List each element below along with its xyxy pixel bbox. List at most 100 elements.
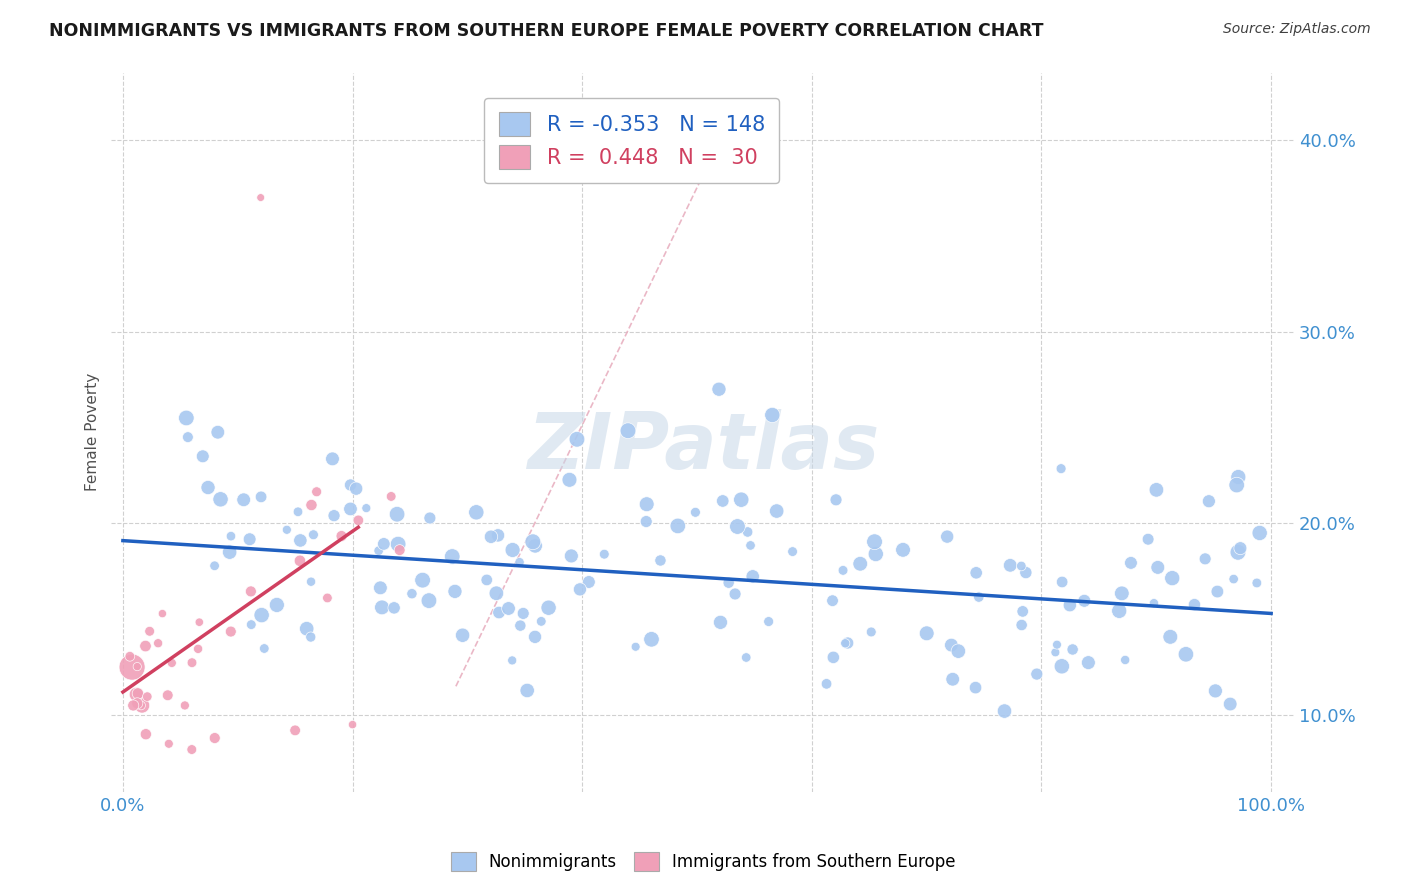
Point	[121, 660, 143, 674]
Point	[418, 593, 440, 607]
Legend: Nonimmigrants, Immigrants from Southern Europe: Nonimmigrants, Immigrants from Southern …	[443, 843, 963, 880]
Point	[465, 505, 488, 519]
Point	[218, 545, 240, 559]
Point	[711, 494, 734, 508]
Point	[204, 731, 226, 745]
Point	[204, 558, 226, 573]
Point	[578, 574, 600, 589]
Point	[1050, 574, 1073, 589]
Point	[188, 615, 211, 630]
Point	[382, 600, 405, 615]
Y-axis label: Female Poverty: Female Poverty	[86, 373, 100, 491]
Point	[239, 584, 262, 599]
Point	[299, 630, 322, 644]
Point	[191, 450, 214, 464]
Point	[339, 502, 361, 516]
Point	[709, 615, 731, 630]
Point	[367, 543, 389, 558]
Point	[295, 622, 318, 636]
Point	[146, 636, 169, 650]
Point	[516, 683, 538, 698]
Point	[530, 615, 553, 629]
Point	[451, 628, 474, 642]
Point	[1045, 645, 1067, 659]
Point	[266, 598, 288, 612]
Point	[636, 515, 658, 529]
Point	[498, 601, 520, 615]
Point	[860, 624, 883, 639]
Point	[524, 539, 547, 553]
Point	[356, 501, 378, 516]
Point	[419, 511, 441, 525]
Point	[253, 641, 276, 656]
Point	[156, 688, 179, 702]
Point	[965, 681, 987, 695]
Point	[522, 534, 544, 549]
Point	[441, 549, 464, 564]
Point	[122, 698, 145, 713]
Point	[316, 591, 339, 605]
Point	[240, 617, 263, 632]
Point	[385, 507, 408, 521]
Point	[1227, 470, 1250, 484]
Point	[1184, 598, 1206, 612]
Point	[624, 640, 647, 654]
Point	[685, 505, 707, 519]
Point	[821, 593, 844, 607]
Point	[1143, 596, 1166, 610]
Point	[832, 563, 855, 577]
Point	[524, 630, 547, 644]
Point	[1137, 533, 1160, 547]
Point	[761, 408, 783, 422]
Point	[339, 478, 361, 492]
Point	[302, 527, 325, 541]
Point	[891, 542, 914, 557]
Point	[157, 737, 180, 751]
Point	[373, 537, 395, 551]
Point	[593, 547, 616, 561]
Point	[138, 624, 160, 639]
Point	[941, 638, 963, 652]
Point	[475, 573, 498, 587]
Point	[444, 584, 467, 599]
Point	[131, 698, 153, 713]
Point	[650, 553, 672, 567]
Point	[1119, 556, 1142, 570]
Point	[915, 626, 938, 640]
Point	[765, 504, 787, 518]
Point	[388, 543, 411, 558]
Point	[502, 543, 524, 558]
Point	[617, 424, 640, 438]
Point	[1229, 541, 1251, 556]
Point	[321, 451, 343, 466]
Point	[276, 523, 298, 537]
Point	[512, 607, 534, 621]
Point	[560, 549, 582, 563]
Point	[180, 742, 202, 756]
Point	[1222, 572, 1244, 586]
Point	[1159, 630, 1181, 644]
Point	[1249, 525, 1271, 540]
Point	[250, 608, 273, 623]
Point	[118, 649, 141, 664]
Point	[127, 659, 149, 673]
Point	[1219, 697, 1241, 711]
Point	[209, 492, 232, 507]
Point	[219, 529, 242, 543]
Point	[371, 600, 394, 615]
Point	[176, 411, 198, 425]
Point	[537, 600, 560, 615]
Point	[509, 618, 531, 632]
Point	[288, 554, 311, 568]
Point	[1144, 483, 1167, 497]
Point	[232, 492, 254, 507]
Point	[136, 690, 159, 704]
Point	[1011, 618, 1033, 632]
Point	[825, 492, 848, 507]
Point	[735, 650, 758, 665]
Point	[834, 636, 856, 650]
Point	[330, 529, 353, 543]
Point	[863, 534, 886, 549]
Point	[249, 190, 271, 204]
Point	[1111, 586, 1133, 600]
